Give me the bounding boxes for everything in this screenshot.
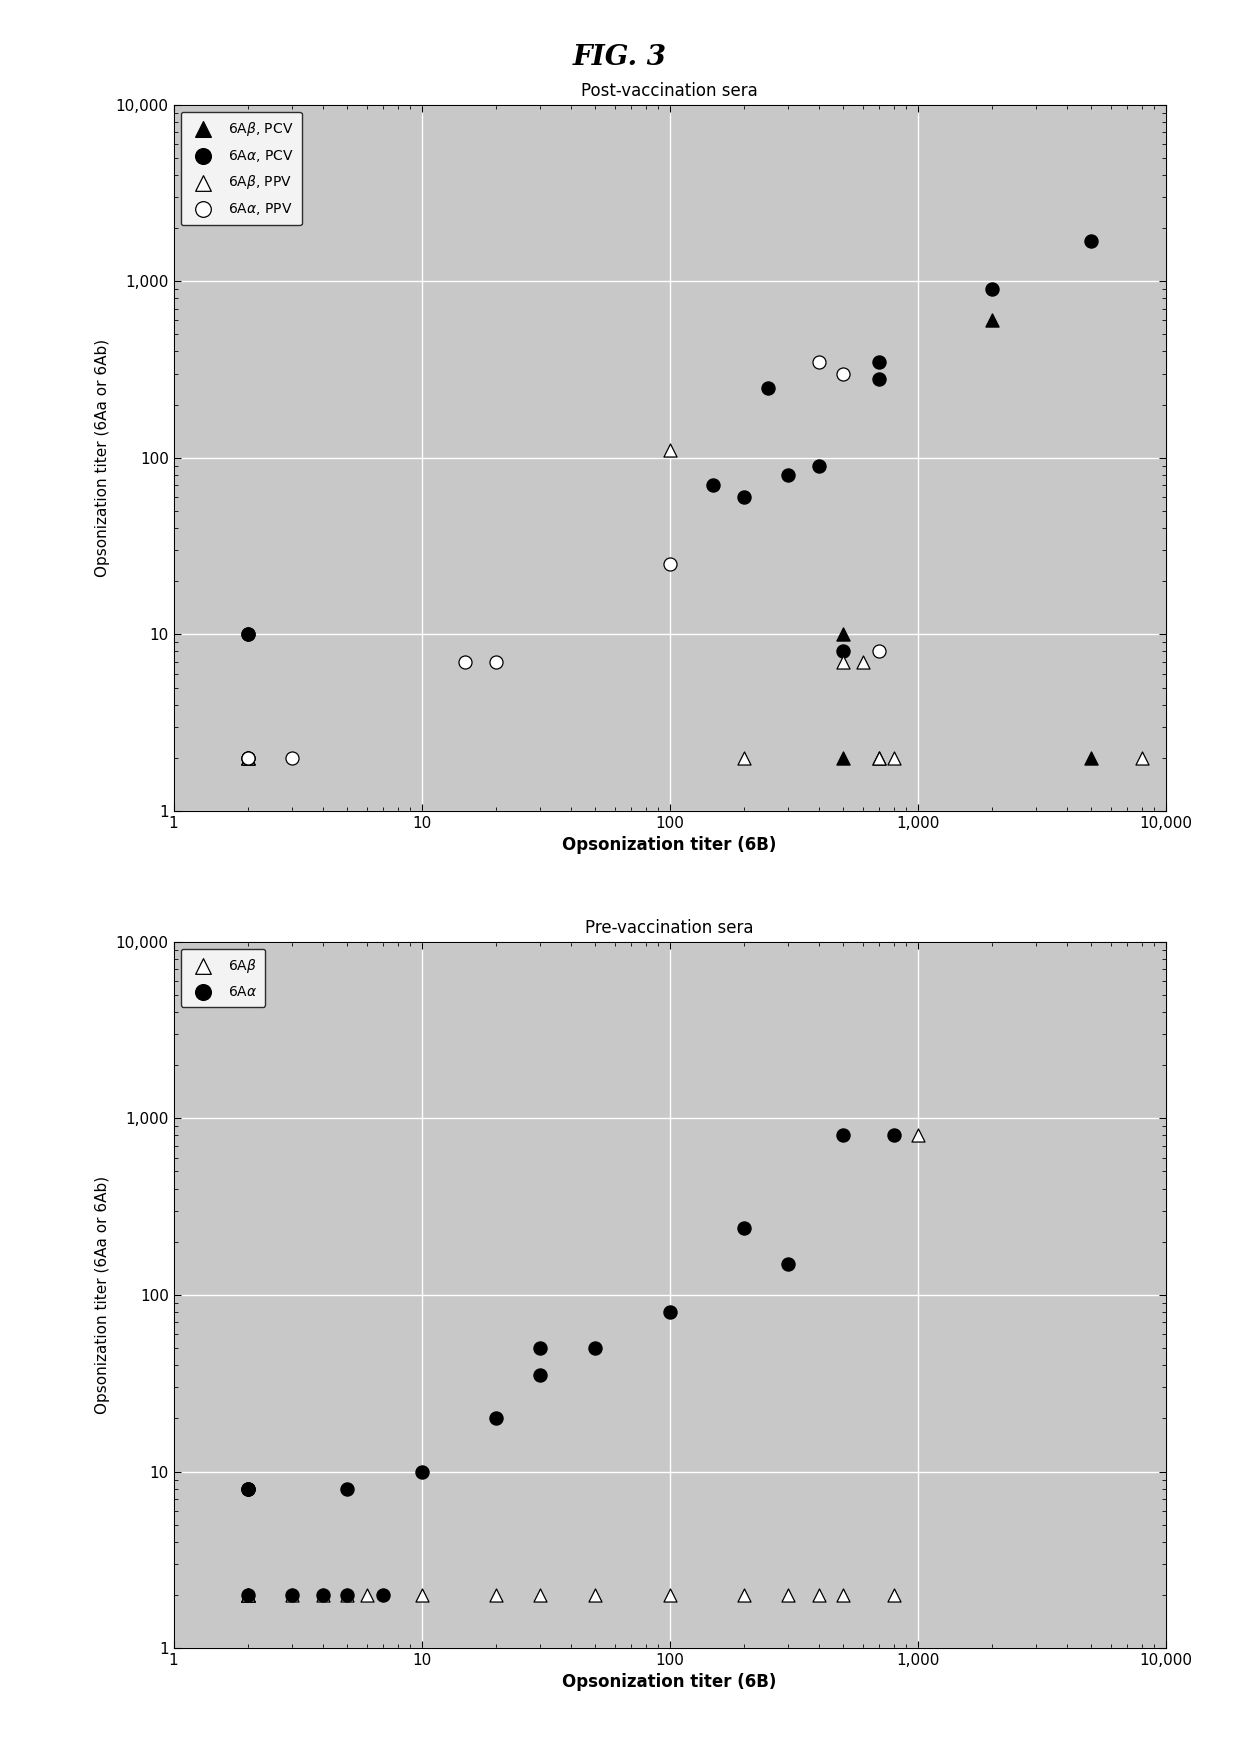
- 6A$\beta$: [238, 1582, 258, 1610]
- 6A$\alpha$: [529, 1362, 549, 1390]
- 6A$\alpha$: [585, 1334, 605, 1362]
- 6A$\beta$: [412, 1582, 432, 1610]
- Text: FIG. 3: FIG. 3: [573, 44, 667, 70]
- 6A$\alpha$, PCV: [833, 638, 853, 666]
- 6A$\beta$: [357, 1582, 377, 1610]
- 6A$\alpha$, PCV: [703, 471, 723, 499]
- 6A$\alpha$, PPV: [238, 745, 258, 773]
- 6A$\alpha$: [486, 1404, 506, 1432]
- 6A$\beta$, PPV: [660, 436, 680, 464]
- Title: Post-vaccination sera: Post-vaccination sera: [582, 82, 758, 101]
- 6A$\beta$: [238, 1582, 258, 1610]
- 6A$\beta$, PPV: [734, 745, 754, 773]
- 6A$\beta$: [312, 1582, 332, 1610]
- 6A$\beta$, PPV: [833, 647, 853, 675]
- Title: Pre-vaccination sera: Pre-vaccination sera: [585, 919, 754, 938]
- 6A$\alpha$: [238, 1475, 258, 1503]
- 6A$\alpha$, PPV: [281, 745, 301, 773]
- 6A$\beta$: [585, 1582, 605, 1610]
- 6A$\beta$: [833, 1582, 853, 1610]
- 6A$\alpha$: [337, 1475, 357, 1503]
- 6A$\alpha$: [734, 1214, 754, 1242]
- 6A$\alpha$: [412, 1458, 432, 1486]
- 6A$\alpha$, PCV: [734, 483, 754, 511]
- 6A$\beta$: [884, 1582, 904, 1610]
- 6A$\beta$, PPV: [884, 745, 904, 773]
- 6A$\alpha$, PPV: [808, 347, 828, 375]
- X-axis label: Opsonization titer (6B): Opsonization titer (6B): [563, 837, 776, 855]
- 6A$\beta$, PCV: [238, 745, 258, 773]
- 6A$\beta$, PCV: [869, 745, 889, 773]
- 6A$\beta$: [808, 1582, 828, 1610]
- 6A$\alpha$: [238, 1475, 258, 1503]
- 6A$\beta$: [777, 1582, 797, 1610]
- 6A$\alpha$: [238, 1582, 258, 1610]
- 6A$\alpha$: [660, 1298, 680, 1325]
- 6A$\beta$, PPV: [853, 647, 873, 675]
- 6A$\alpha$, PCV: [777, 460, 797, 488]
- 6A$\alpha$: [238, 1475, 258, 1503]
- 6A$\beta$, PPV: [869, 745, 889, 773]
- Legend: 6A$\beta$, PCV, 6A$\alpha$, PCV, 6A$\beta$, PPV, 6A$\alpha$, PPV: 6A$\beta$, PCV, 6A$\alpha$, PCV, 6A$\bet…: [181, 112, 301, 225]
- Legend: 6A$\beta$, 6A$\alpha$: 6A$\beta$, 6A$\alpha$: [181, 949, 265, 1006]
- 6A$\beta$: [529, 1582, 549, 1610]
- 6A$\alpha$: [833, 1121, 853, 1149]
- 6A$\alpha$: [337, 1582, 357, 1610]
- 6A$\beta$, PPV: [1132, 745, 1152, 773]
- 6A$\alpha$, PPV: [486, 647, 506, 675]
- 6A$\beta$, PCV: [833, 745, 853, 773]
- 6A$\beta$: [337, 1582, 357, 1610]
- 6A$\beta$: [486, 1582, 506, 1610]
- 6A$\alpha$: [373, 1582, 393, 1610]
- 6A$\alpha$: [777, 1250, 797, 1278]
- 6A$\alpha$, PPV: [833, 359, 853, 387]
- 6A$\alpha$, PPV: [660, 549, 680, 577]
- 6A$\beta$: [281, 1582, 301, 1610]
- 6A$\alpha$, PPV: [455, 647, 475, 675]
- 6A$\alpha$, PCV: [238, 621, 258, 649]
- 6A$\beta$: [238, 1582, 258, 1610]
- 6A$\alpha$: [281, 1582, 301, 1610]
- X-axis label: Opsonization titer (6B): Opsonization titer (6B): [563, 1674, 776, 1692]
- 6A$\alpha$, PPV: [238, 745, 258, 773]
- 6A$\beta$: [908, 1121, 928, 1149]
- 6A$\beta$, PCV: [1081, 745, 1101, 773]
- 6A$\alpha$: [884, 1121, 904, 1149]
- 6A$\beta$: [734, 1582, 754, 1610]
- 6A$\alpha$, PCV: [869, 364, 889, 392]
- Y-axis label: Opsonization titer (6Aa or 6Ab): Opsonization titer (6Aa or 6Ab): [95, 1175, 110, 1414]
- 6A$\beta$, PCV: [982, 307, 1002, 335]
- 6A$\alpha$, PCV: [759, 373, 779, 401]
- 6A$\alpha$, PCV: [238, 621, 258, 649]
- 6A$\beta$: [238, 1582, 258, 1610]
- 6A$\alpha$: [529, 1334, 549, 1362]
- 6A$\beta$: [660, 1582, 680, 1610]
- 6A$\alpha$, PCV: [808, 452, 828, 480]
- 6A$\alpha$, PPV: [869, 638, 889, 666]
- 6A$\beta$, PCV: [238, 745, 258, 773]
- 6A$\alpha$, PPV: [238, 745, 258, 773]
- 6A$\beta$, PCV: [833, 621, 853, 649]
- 6A$\beta$, PPV: [238, 745, 258, 773]
- Y-axis label: Opsonization titer (6Aa or 6Ab): Opsonization titer (6Aa or 6Ab): [95, 338, 110, 577]
- 6A$\alpha$, PCV: [1081, 227, 1101, 255]
- 6A$\alpha$, PCV: [982, 276, 1002, 303]
- 6A$\alpha$, PCV: [869, 347, 889, 375]
- 6A$\beta$: [238, 1582, 258, 1610]
- 6A$\alpha$: [312, 1582, 332, 1610]
- 6A$\beta$: [238, 1582, 258, 1610]
